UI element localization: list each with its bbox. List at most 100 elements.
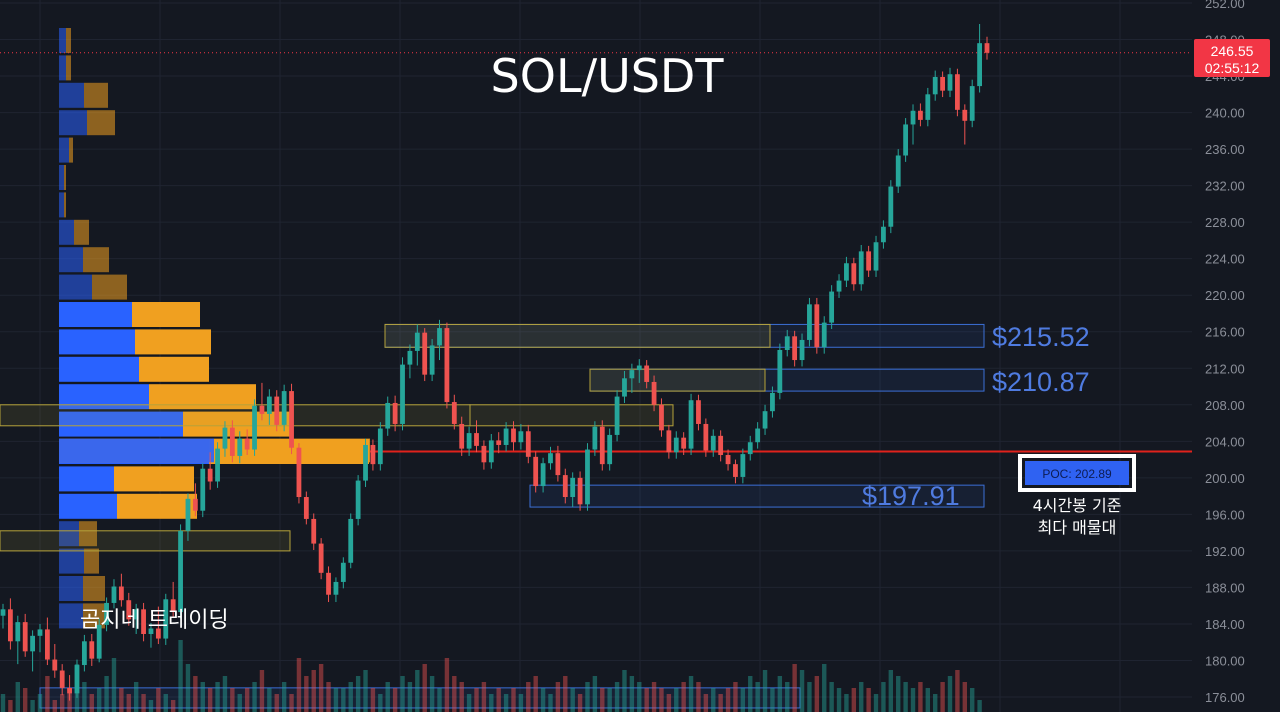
profile-bar-orange (139, 356, 209, 382)
candle-body (474, 433, 479, 446)
zone-215-yellow (384, 323, 771, 348)
volume-bar (637, 682, 642, 712)
candle-body (44, 629, 50, 660)
candle-body (141, 609, 146, 634)
profile-bar-blue (59, 137, 69, 163)
candle-body (622, 378, 627, 397)
candle-body (836, 280, 842, 292)
volume-bar (481, 682, 487, 712)
volume-bar (111, 658, 117, 712)
annotation-line-1: 4시간봉 기준 (1033, 496, 1122, 515)
candle-body (821, 322, 827, 348)
profile-bar-blue (59, 192, 64, 218)
volume-bar (89, 694, 94, 712)
volume-bar (8, 700, 13, 712)
volume-bar (52, 700, 57, 712)
profile-bar-orange (92, 274, 127, 300)
candle-body (525, 431, 531, 457)
volume-bar (844, 694, 849, 712)
candle-body (555, 453, 561, 476)
candle-body (895, 155, 901, 187)
last-price-badge (1194, 39, 1270, 77)
candle-body (925, 94, 931, 120)
profile-bar-blue (59, 274, 92, 300)
candle-body (703, 423, 709, 451)
volume-bar (274, 694, 279, 712)
candle-body (488, 440, 494, 463)
candle-body (651, 381, 657, 405)
candle-body (888, 186, 894, 227)
volume-bar (799, 670, 805, 712)
volume-bar (333, 688, 339, 712)
candle-body (81, 641, 87, 666)
volume-bar (459, 682, 464, 712)
candle-body (89, 641, 95, 659)
axis-background (1192, 0, 1280, 712)
candle-body (585, 449, 590, 505)
candle-body (644, 365, 650, 382)
volume-bar (341, 688, 346, 712)
candle-body (533, 456, 539, 487)
volume-bar (407, 682, 413, 712)
volume-bar (318, 664, 324, 712)
annotation-line-2: 최다 매물대 (1038, 518, 1117, 537)
candle-body (200, 468, 206, 511)
candle-body (592, 426, 598, 450)
candle-body (289, 391, 294, 448)
candle-body (252, 405, 257, 450)
volume-bar (807, 682, 812, 712)
profile-bar-orange (183, 411, 290, 437)
profile-bar-orange (64, 165, 66, 190)
profile-bar-blue (59, 247, 83, 273)
last-price-value: 246.55 (1211, 43, 1254, 59)
candle-body (636, 365, 642, 371)
volume-bar (629, 676, 635, 712)
candle-body (377, 428, 383, 465)
profile-bar-blue (59, 55, 66, 81)
candle-body (984, 43, 990, 53)
zone-197 (529, 484, 985, 508)
volume-bar (881, 682, 886, 712)
candle-body (229, 427, 235, 456)
volume-bar (281, 682, 287, 712)
price-tick-label: 192.00 (1205, 544, 1245, 559)
candle-body (444, 328, 450, 403)
candle-body (392, 402, 398, 424)
volume-bar (792, 664, 797, 712)
candle-body (770, 392, 775, 412)
candle-body (688, 400, 694, 449)
candle-body (67, 687, 72, 694)
volume-bar (903, 682, 908, 712)
volume-bar (836, 688, 842, 712)
volume-bar (429, 676, 435, 712)
candle-body (629, 370, 635, 379)
candle-body (540, 463, 546, 487)
candle-body (503, 428, 509, 445)
candle-body (333, 581, 339, 595)
volume-bar (296, 658, 302, 712)
candle-body (747, 442, 753, 455)
candle-body (178, 530, 183, 613)
profile-bar-blue (59, 603, 83, 629)
volume-bar (59, 694, 65, 712)
poc-box: POC: 202.89 (1018, 454, 1136, 492)
volume-bar (548, 694, 553, 712)
candle-body (244, 438, 250, 450)
volume-bar (82, 682, 87, 712)
volume-bar (392, 688, 398, 712)
volume-bar (955, 670, 960, 712)
volume-bar (873, 694, 879, 712)
candle-body (259, 405, 265, 414)
profile-bar-blue (59, 411, 183, 437)
candle-body (340, 562, 346, 582)
candle-body (192, 498, 198, 511)
zone-208-yellow (0, 404, 471, 427)
profile-bar-blue (59, 219, 74, 245)
candle-body (873, 242, 879, 271)
candle-body (15, 622, 21, 642)
candle-body (496, 440, 502, 445)
candle-body (148, 628, 154, 634)
profile-bar-orange (83, 247, 109, 273)
